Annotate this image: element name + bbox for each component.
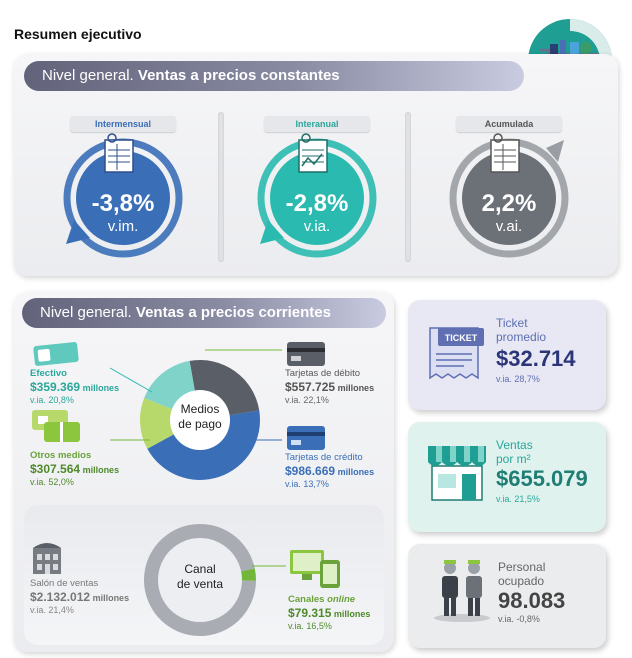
gauge-value: 2,2% bbox=[481, 190, 537, 217]
debito-value: $557.725 millones bbox=[285, 380, 375, 394]
gauge-unit: v.ai. bbox=[495, 218, 523, 235]
sales-per-m2-value: $655.079 bbox=[496, 466, 588, 491]
debito-via: v.ia. 22,1% bbox=[285, 395, 329, 405]
personnel-via: v.ia. -0,8% bbox=[498, 614, 540, 624]
ticket-value: $32.714 bbox=[496, 346, 576, 371]
salon-label: Salón de ventas bbox=[30, 578, 99, 589]
spreadsheet-icon bbox=[298, 133, 328, 173]
otros-label: Otros medios bbox=[30, 450, 92, 461]
otros-via: v.ia. 52,0% bbox=[30, 477, 74, 487]
gauge-label-interanual: Interanual bbox=[264, 116, 370, 132]
debit-card-icon bbox=[287, 342, 325, 366]
gauge-intermensual bbox=[63, 133, 183, 258]
spreadsheet-icon bbox=[490, 133, 520, 173]
storefront-icon bbox=[428, 446, 486, 501]
gauge-value: -3,8% bbox=[91, 190, 155, 217]
store-building-icon bbox=[33, 543, 61, 574]
efectivo-via: v.ia. 20,8% bbox=[30, 395, 74, 405]
gauge-label-acumulada: Acumulada bbox=[456, 116, 562, 132]
ticket-via: v.ia. 28,7% bbox=[496, 374, 540, 384]
donut-slice-otros bbox=[140, 398, 200, 449]
channel-donut-center: Canal de venta bbox=[176, 562, 224, 591]
salon-value: $2.132.012 millones bbox=[30, 590, 130, 604]
credito-value: $986.669 millones bbox=[285, 464, 375, 478]
gauge-label-intermensual: Intermensual bbox=[70, 116, 176, 132]
credito-via: v.ia. 13,7% bbox=[285, 479, 329, 489]
sales-per-m2-label: Ventas por m² bbox=[496, 438, 533, 466]
debito-label: Tarjetas de débito bbox=[285, 368, 360, 379]
page-title: Resumen ejecutivo bbox=[14, 26, 142, 42]
payment-donut-center: Medios de pago bbox=[178, 402, 222, 431]
donut-hole bbox=[170, 390, 230, 450]
constant-prices-title: Nivel general. Ventas a precios constant… bbox=[24, 61, 524, 91]
channel-donut-chart bbox=[144, 524, 256, 636]
personnel-value: 98.083 bbox=[498, 588, 566, 613]
credito-label: Tarjetas de crédito bbox=[285, 452, 363, 463]
online-value: $79.315 millones bbox=[288, 606, 371, 620]
ticket-icon: TICKET bbox=[429, 327, 484, 380]
gift-card-icon bbox=[32, 410, 80, 442]
credit-card-icon bbox=[287, 426, 325, 450]
divider bbox=[405, 112, 411, 262]
gauge-acumulada bbox=[449, 133, 569, 258]
otros-value: $307.564 millones bbox=[30, 462, 120, 476]
divider bbox=[218, 112, 224, 262]
efectivo-value: $359.369 millones bbox=[30, 380, 120, 394]
cash-icon bbox=[33, 342, 79, 366]
gauge-unit: v.im. bbox=[107, 218, 139, 235]
current-prices-title: Nivel general. Ventas a precios corrient… bbox=[22, 298, 386, 328]
online-via: v.ia. 16,5% bbox=[288, 621, 332, 631]
svg-text:TICKET: TICKET bbox=[445, 333, 478, 343]
personnel-card bbox=[408, 544, 606, 648]
online-label: Canales online bbox=[288, 594, 356, 605]
gauge-interanual bbox=[257, 133, 377, 258]
sales-per-m2-via: v.ia. 21,5% bbox=[496, 494, 540, 504]
efectivo-label: Efectivo bbox=[30, 368, 67, 379]
payment-donut-chart bbox=[140, 360, 260, 481]
gauge-value: -2,8% bbox=[285, 190, 349, 217]
gauge-unit: v.ia. bbox=[303, 218, 331, 235]
donut-hole bbox=[158, 538, 242, 622]
ticket-label: Ticket promedio bbox=[496, 316, 547, 344]
spreadsheet-icon bbox=[104, 133, 134, 173]
salon-via: v.ia. 21,4% bbox=[30, 605, 74, 615]
workers-icon bbox=[434, 560, 490, 622]
personnel-label: Personal ocupado bbox=[498, 560, 546, 588]
devices-icon bbox=[290, 550, 340, 588]
